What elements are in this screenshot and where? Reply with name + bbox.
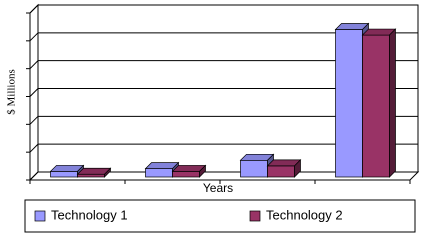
bar [361,28,397,178]
bar-front [267,165,295,178]
legend-swatch [249,210,261,222]
bar-side [389,28,396,178]
bar-front [50,171,78,178]
bar-front [172,171,200,178]
bar-side [294,159,301,178]
bar-front [335,29,363,178]
legend-swatch [34,210,46,222]
bar-front [77,173,105,178]
bar [171,164,207,178]
legend-label: Technology 2 [266,207,343,222]
bar [76,167,112,178]
y-axis-label: $ Millions [6,69,18,115]
bar-front [362,34,390,178]
grid-line [29,60,418,70]
grid-line [29,4,418,14]
legend-label: Technology 1 [51,207,128,222]
grid-line [29,143,418,153]
grid-line [29,115,418,125]
legend-box [24,199,416,233]
bar-front [145,168,173,178]
bar-front [240,159,268,178]
bar-side [104,167,111,178]
bar-side [199,164,206,178]
grid-line [29,88,418,97]
x-axis-label: Years [203,181,233,195]
bar [266,159,302,178]
grid-line [29,32,418,42]
